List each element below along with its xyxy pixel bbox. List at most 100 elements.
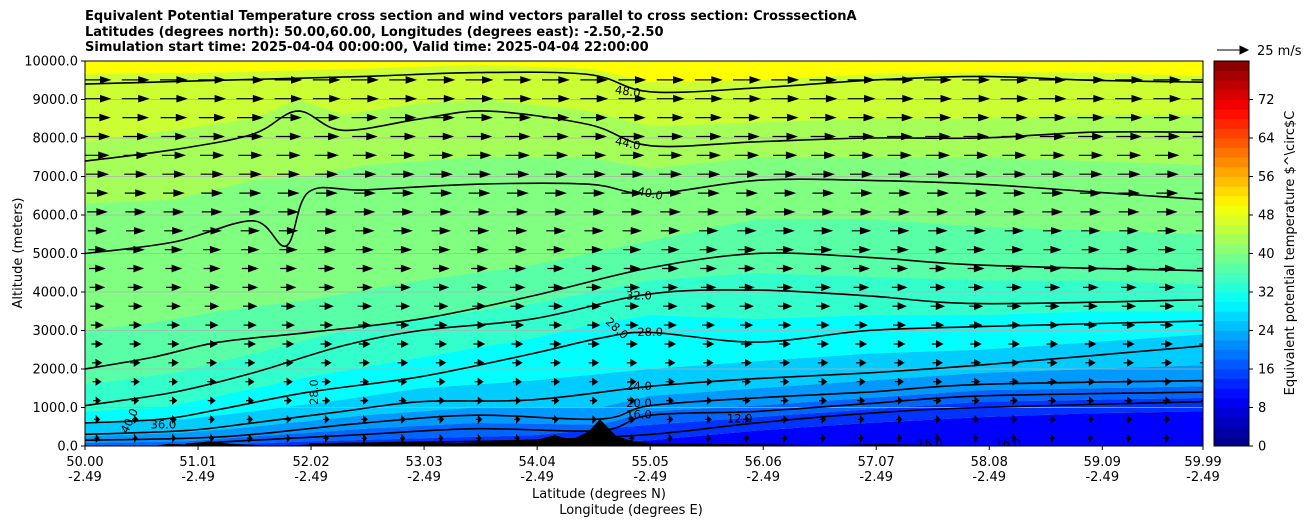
wind-vector [1078,151,1104,160]
wind-vector [169,377,179,386]
wind-vector [514,414,521,424]
y-tick-label: 7000.0 [33,170,79,185]
wind-vector [354,208,376,216]
wind-vector [625,321,639,330]
wind-vector [394,264,412,273]
wind-vector [1118,208,1140,216]
wind-vector [243,321,257,330]
colorbar-band [1214,340,1249,351]
wind-vector [160,76,188,84]
wind-vector [701,302,716,311]
wind-vector [588,340,600,348]
wind-vector [1045,302,1060,311]
wind-vector [963,132,989,141]
contour-36 [85,252,1203,370]
wind-vector [1115,76,1143,84]
wind-vector [312,94,341,103]
wind-vector [775,226,795,235]
temperature-band-30 [85,311,1203,423]
wind-vector [167,340,180,348]
wind-vector [85,151,110,160]
wind-vector [1116,132,1142,141]
x-tick-label-lon: -2.49 [181,470,215,485]
temperature-fields [85,61,1203,446]
wind-vector [542,76,570,84]
wind-vector [814,245,833,254]
wind-vector [1049,433,1055,443]
wind-vector [924,113,952,122]
y-tick-label: 4000.0 [33,286,79,301]
wind-vector [739,302,755,311]
wind-vector [699,245,718,254]
wind-vector [1005,245,1024,254]
colorbar-band [1214,253,1249,264]
wind-vector [1119,245,1139,254]
wind-vector [1081,226,1101,235]
wind-vector [475,396,484,405]
x-tick-label-lon: -2.49 [746,470,780,485]
wind-vector [323,433,329,443]
wind-vector [1039,132,1066,141]
wind-vector [503,76,532,84]
contour-40 [85,178,1203,255]
wind-vector [465,76,494,84]
wind-vector [1047,358,1058,367]
wind-vector [586,302,602,311]
wind-vector [321,377,331,386]
wind-vector [1162,396,1171,405]
wind-vector [889,208,911,216]
wind-vector [850,189,873,197]
wind-vector [510,302,525,311]
wind-vector [814,264,832,273]
colorbar-band [1214,301,1249,312]
wind-vector [236,94,265,103]
wind-vector [236,76,265,84]
temperature-band-50 [85,61,1203,83]
wind-vector [438,433,444,443]
wind-vector [512,377,522,386]
wind-vector [91,340,104,348]
wind-vector [87,226,108,235]
wind-vector [508,245,527,254]
colorbar-band [1214,417,1249,428]
wind-vector [811,151,836,160]
wind-vector [625,302,640,311]
wind-vector [926,170,950,179]
wind-vector [127,264,145,273]
colorbar-tick-label: 48 [1258,209,1275,224]
y-tick-label: 1000.0 [33,401,79,416]
colorbar-band [1214,436,1249,447]
wind-vector [124,189,147,197]
temperature-band-10 [532,411,1203,446]
colorbar-band [1214,157,1249,168]
wind-vector [847,94,876,103]
wind-vector [925,151,951,160]
y-tick-label: 6000.0 [33,209,79,224]
wind-vector [776,245,795,254]
wind-vector [435,340,448,348]
wind-vector [399,415,406,424]
temperature-band-14 [185,397,1203,446]
wind-vector [656,76,685,84]
wind-vector [437,396,445,405]
wind-vector [170,433,176,444]
wind-vector [390,132,416,141]
colorbar-band [1214,128,1249,139]
wind-vector [355,245,375,254]
wind-vector [849,151,874,160]
wind-vector [1087,433,1093,443]
wind-vector [851,208,872,216]
wind-vector [93,414,101,424]
wind-vector [1157,226,1178,235]
wind-vector [1011,433,1017,444]
wind-vector [778,321,792,330]
wind-vector [820,433,826,444]
wind-vector [85,113,111,122]
colorbar-band [1214,70,1249,81]
wind-vector [622,226,643,235]
y-tick-label: 2000.0 [33,363,79,378]
colorbar-tick-label: 56 [1258,170,1275,185]
wind-vector [284,415,292,424]
wind-vector [509,264,527,273]
